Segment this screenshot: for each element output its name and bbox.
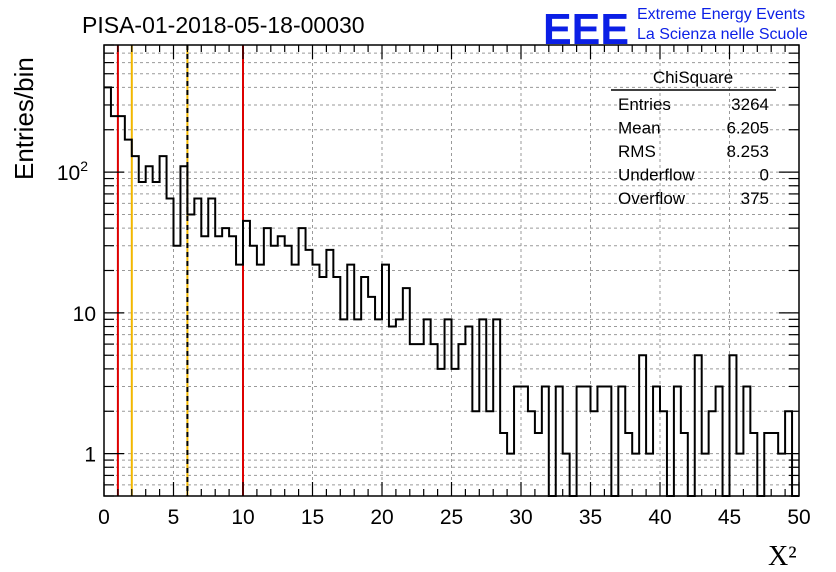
x-ticks: 0 5 10 15 20 25 30 35 40 45 50 <box>98 506 811 529</box>
y-tick-label: 102 <box>57 158 88 185</box>
stats-value: 6.205 <box>726 119 769 138</box>
stats-value: 8.253 <box>726 142 769 161</box>
logo-line-1: Extreme Energy Events <box>637 6 805 23</box>
stats-box: ChiSquare Entries 3264 Mean 6.205 RMS 8.253 Un… <box>611 68 776 208</box>
stats-label: Entries <box>618 95 671 114</box>
histogram <box>104 86 799 497</box>
stats-value: 375 <box>741 189 769 208</box>
x-tick-label: 30 <box>509 506 532 529</box>
x-tick-label: 40 <box>648 506 671 529</box>
axes <box>103 44 800 497</box>
x-tick-label: 25 <box>440 506 463 529</box>
x-axis-label: X² <box>768 541 797 572</box>
x-tick-label: 35 <box>579 506 602 529</box>
histogram-line <box>104 86 799 497</box>
logo-line-2: La Scienza nelle Scuole <box>637 26 808 43</box>
y-tick-label: 10 <box>73 303 96 326</box>
x-tick-label: 15 <box>301 506 324 529</box>
reference-lines <box>116 45 244 496</box>
stats-label: Mean <box>618 119 661 138</box>
run-title: PISA-01-2018-05-18-00030 <box>82 12 365 38</box>
eee-logo: EEE <box>543 5 629 54</box>
y-axis-label: Entries/bin <box>9 57 39 180</box>
x-tick-label: 50 <box>787 506 810 529</box>
y-ticks: 1 10 102 <box>57 158 96 467</box>
stats-label: Underflow <box>618 166 695 185</box>
x-tick-label: 10 <box>231 506 254 529</box>
stats-label: RMS <box>618 142 656 161</box>
x-tick-label: 5 <box>168 506 180 529</box>
x-tick-label: 0 <box>98 506 110 529</box>
x-tick-label: 45 <box>718 506 741 529</box>
y-tick-label: 1 <box>84 444 96 467</box>
y-tick-exponent: 2 <box>80 158 88 174</box>
stats-label: Overflow <box>618 189 686 208</box>
stats-value: 3264 <box>731 95 769 114</box>
stats-title: ChiSquare <box>653 68 733 87</box>
stats-value: 0 <box>760 166 769 185</box>
stats-rows: Entries 3264 Mean 6.205 RMS 8.253 Underflow 0 Ov… <box>618 95 769 208</box>
x-tick-label: 20 <box>370 506 393 529</box>
